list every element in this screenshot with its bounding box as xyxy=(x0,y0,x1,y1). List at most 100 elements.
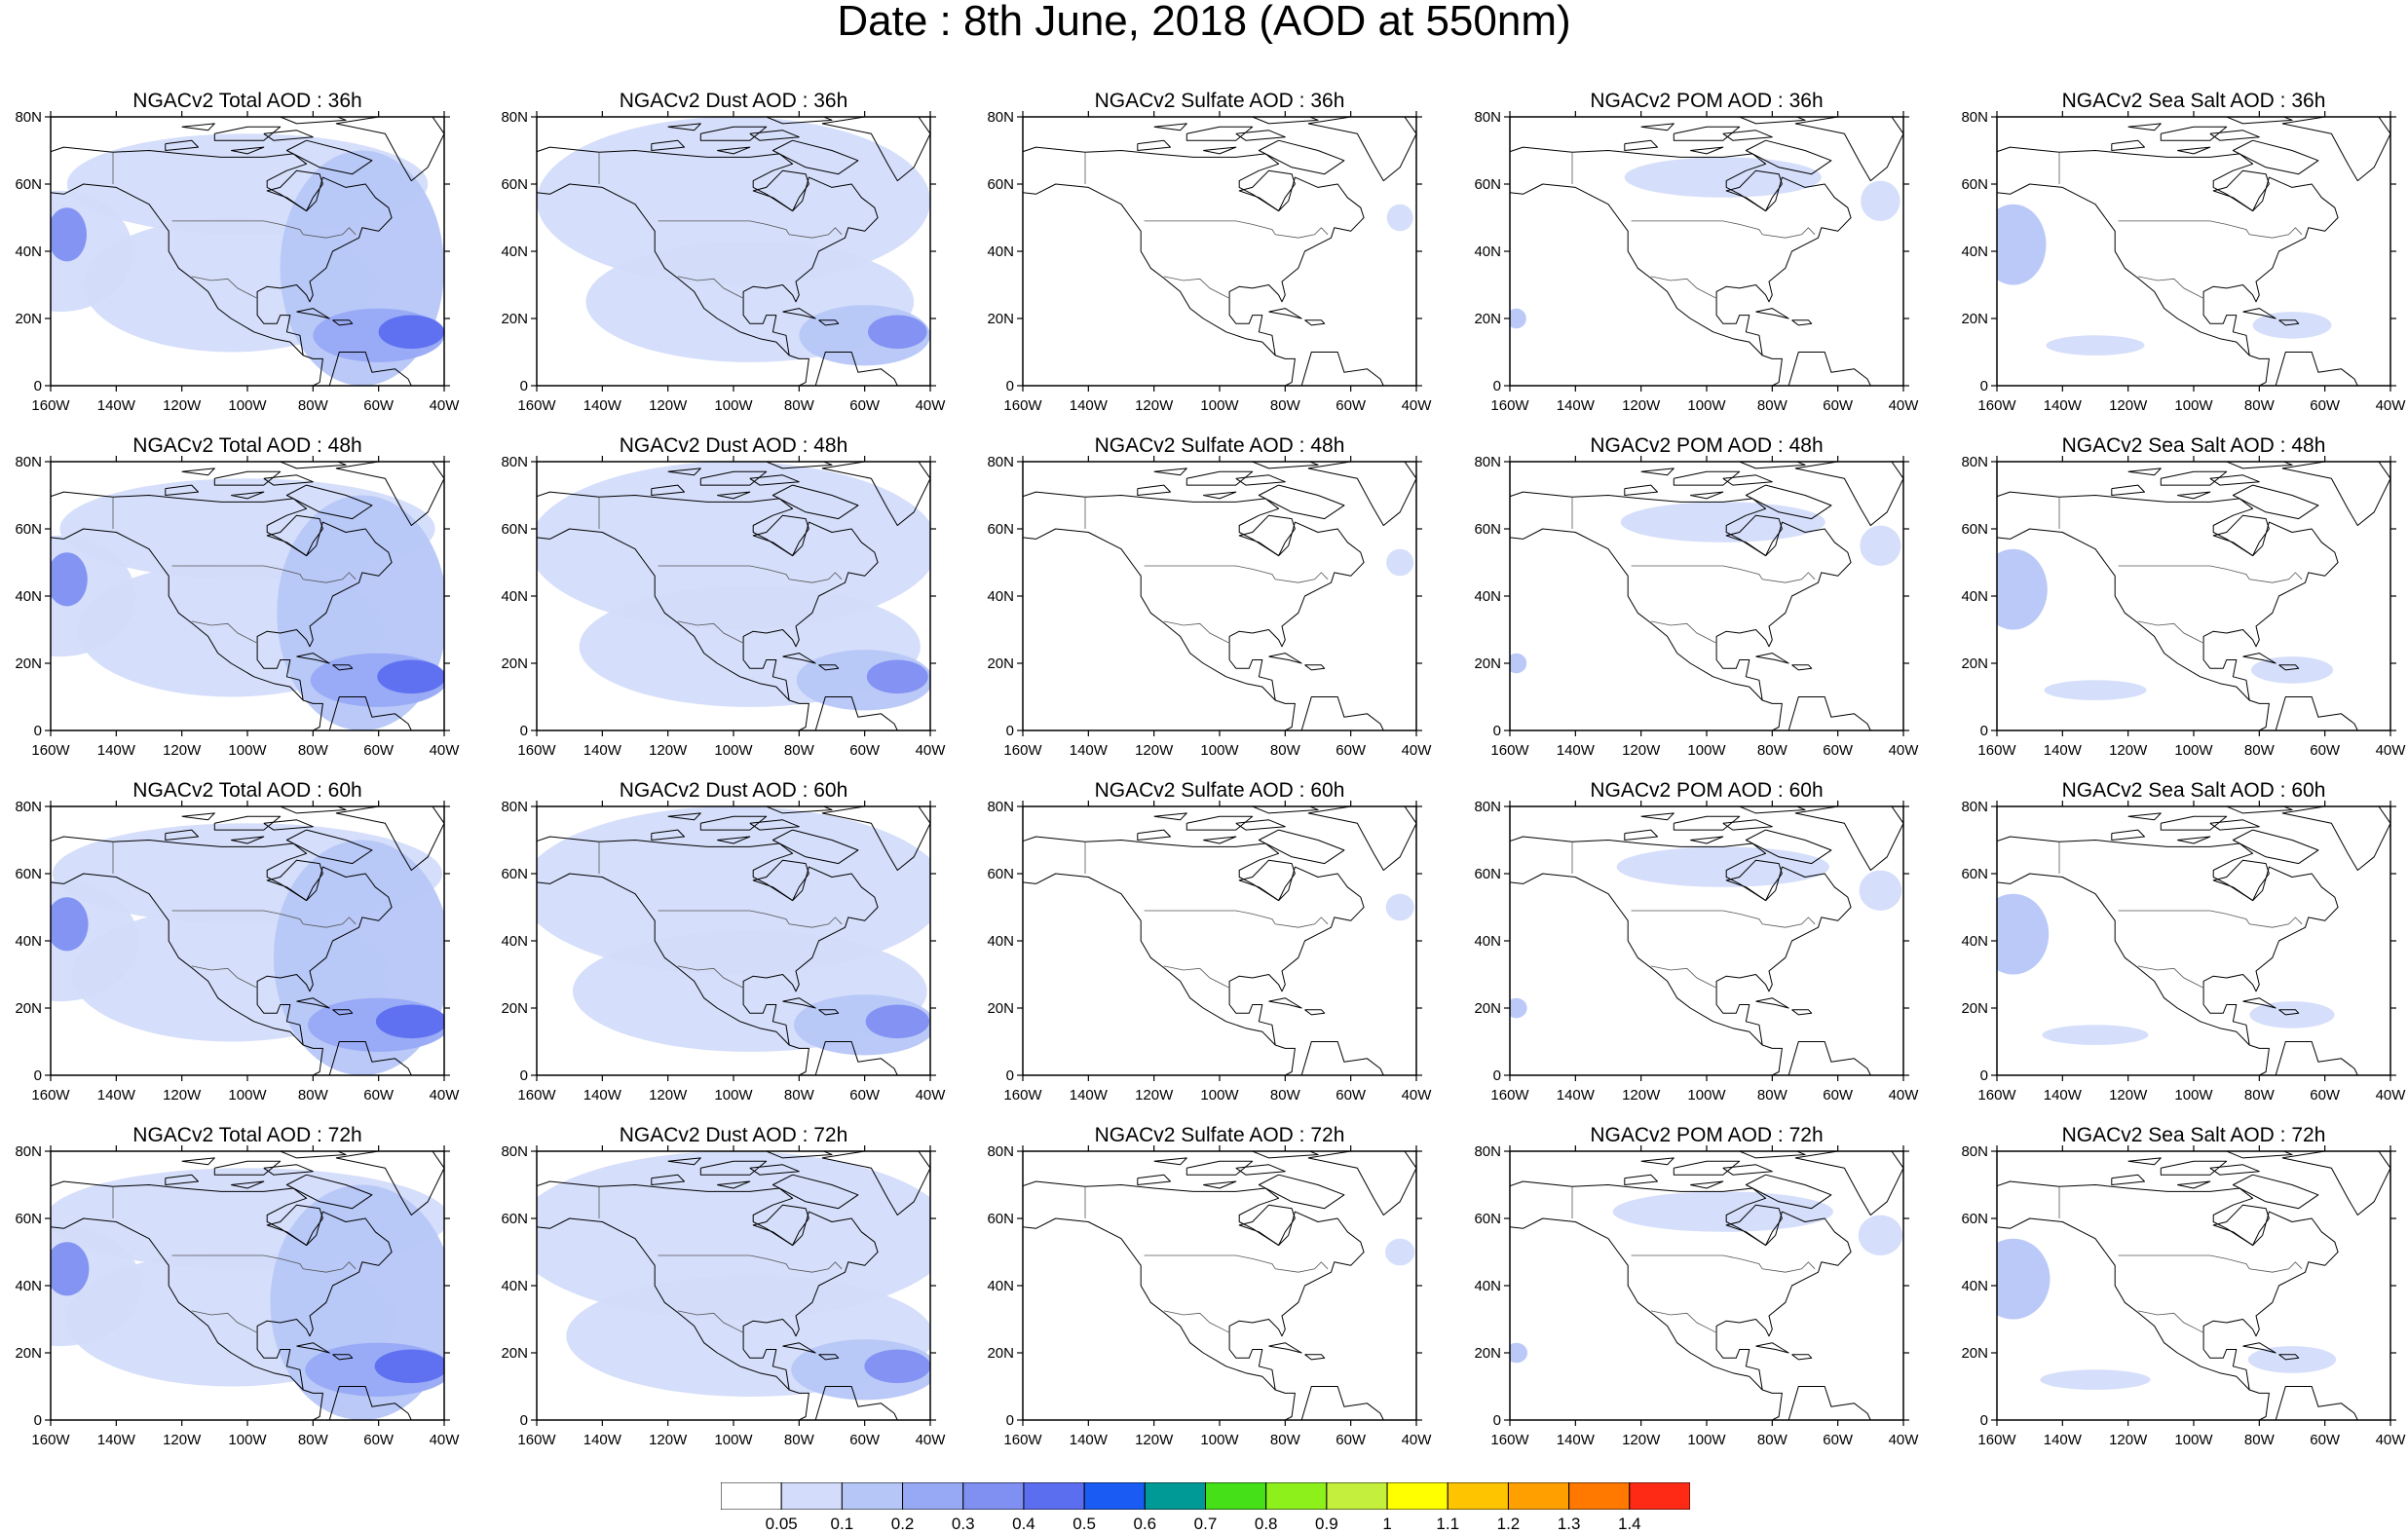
panel-title: NGACv2 Total AOD : 72h xyxy=(132,1124,362,1146)
island-outline xyxy=(2226,1151,2293,1159)
lon-tick-label: 160W xyxy=(1490,742,1529,759)
colorbar-label: 1.1 xyxy=(1436,1515,1460,1533)
colorbar-label: 0.3 xyxy=(951,1515,975,1533)
hudson-bay-outline xyxy=(2212,169,2270,212)
aod-shading xyxy=(1510,308,1526,329)
colorbar-swatch xyxy=(1265,1482,1328,1510)
map-panel: 0 20N 40N 60N 80N 160W 140W 120W 100W 80W 60W 40W xyxy=(987,454,1432,759)
island-outline xyxy=(165,484,199,496)
country-border xyxy=(1144,910,1329,928)
island-outline xyxy=(285,829,373,865)
lon-tick-label: 160W xyxy=(1977,397,2016,414)
country-border xyxy=(1631,910,1816,928)
coastline xyxy=(1023,836,1365,992)
aod-shading xyxy=(1510,997,1527,1019)
lat-tick-label: 20N xyxy=(1961,1345,1988,1362)
island-outline xyxy=(296,653,330,664)
island-outline xyxy=(766,462,833,469)
island-outline xyxy=(1235,130,1286,141)
lat-tick-label: 0 xyxy=(520,723,528,739)
coastline xyxy=(51,836,393,992)
country-border xyxy=(191,620,258,644)
hudson-bay-outline xyxy=(2212,1204,2270,1247)
lon-tick-label: 80W xyxy=(1270,397,1301,414)
coastline xyxy=(1510,836,1852,992)
colorbar xyxy=(721,1482,1690,1510)
panel-title: NGACv2 POM AOD : 60h xyxy=(1590,779,1824,802)
lat-tick-label: 0 xyxy=(1980,723,1988,739)
island-outline xyxy=(1268,308,1302,319)
hudson-bay-outline xyxy=(266,169,323,212)
lon-tick-label: 140W xyxy=(97,397,136,414)
lon-tick-label: 80W xyxy=(298,1087,329,1104)
map-panel: 0 20N 40N 60N 80N 160W 140W 120W 100W 80W 60W 40W xyxy=(15,109,460,414)
hudson-bay-outline xyxy=(1238,859,1296,902)
hudson-bay-outline xyxy=(1725,514,1783,557)
lat-tick-label: 20N xyxy=(1961,655,1988,672)
greenland-outline xyxy=(1307,462,1416,526)
hudson-bay-outline xyxy=(752,514,809,557)
aod-shading xyxy=(1860,525,1901,566)
lat-tick-label: 60N xyxy=(1961,1211,1988,1227)
country-border xyxy=(1650,965,1717,989)
island-outline xyxy=(771,1174,859,1210)
coastline xyxy=(256,643,304,701)
island-outline xyxy=(213,815,282,831)
country-border xyxy=(1650,620,1717,644)
lon-tick-label: 60W xyxy=(2310,742,2341,759)
panel-title: NGACv2 Sea Salt AOD : 72h xyxy=(2061,1124,2326,1146)
lon-tick-label: 120W xyxy=(1622,1432,1661,1448)
island-outline xyxy=(285,484,373,520)
island-outline xyxy=(1739,806,1806,814)
lat-tick-label: 40N xyxy=(1474,933,1501,950)
country-border xyxy=(1144,565,1329,583)
lon-tick-label: 80W xyxy=(298,1432,329,1448)
lon-tick-label: 60W xyxy=(2310,1087,2341,1104)
island-outline xyxy=(1185,470,1254,486)
country-border xyxy=(2118,910,2303,928)
coastline xyxy=(1715,1332,1763,1391)
country-border xyxy=(677,276,744,299)
lon-tick-label: 140W xyxy=(97,1087,136,1104)
island-outline xyxy=(667,468,701,476)
lon-tick-label: 120W xyxy=(2109,1087,2148,1104)
island-outline xyxy=(1755,308,1789,319)
lon-tick-label: 40W xyxy=(1402,1432,1433,1448)
colorbar-label: 0.1 xyxy=(830,1515,854,1533)
lon-tick-label: 140W xyxy=(583,397,622,414)
lon-tick-label: 140W xyxy=(1070,742,1109,759)
greenland-outline xyxy=(2281,1151,2390,1216)
aod-shading xyxy=(866,659,928,694)
island-outline xyxy=(1153,812,1187,821)
lat-tick-label: 20N xyxy=(15,655,42,672)
lat-tick-label: 20N xyxy=(987,1000,1014,1017)
lon-tick-label: 60W xyxy=(1823,397,1854,414)
lon-tick-label: 100W xyxy=(1200,397,1239,414)
aod-shading xyxy=(1612,1191,1833,1232)
lon-tick-label: 160W xyxy=(517,742,556,759)
coastline xyxy=(2202,298,2250,355)
panel-title: NGACv2 Dust AOD : 60h xyxy=(619,779,848,802)
island-outline xyxy=(1755,997,1789,1009)
lat-tick-label: 60N xyxy=(501,866,528,882)
island-outline xyxy=(332,664,354,671)
hudson-bay-outline xyxy=(1238,514,1296,557)
coastline xyxy=(51,146,393,303)
colorbar-swatch xyxy=(1568,1482,1631,1510)
island-outline xyxy=(2278,1354,2300,1361)
lat-tick-label: 40N xyxy=(501,933,528,950)
island-outline xyxy=(296,308,330,319)
coastline xyxy=(1510,873,1871,1075)
lon-tick-label: 140W xyxy=(1557,397,1596,414)
panel-content xyxy=(537,806,930,1075)
panel-title: NGACv2 Total AOD : 48h xyxy=(132,434,362,457)
island-outline xyxy=(1673,470,1741,486)
coastline xyxy=(1510,1217,1871,1420)
lon-tick-label: 120W xyxy=(649,1432,688,1448)
lon-tick-label: 80W xyxy=(784,1432,815,1448)
coastline xyxy=(51,873,412,1075)
island-outline xyxy=(263,474,314,486)
lon-tick-label: 80W xyxy=(298,742,329,759)
lon-tick-label: 80W xyxy=(298,397,329,414)
